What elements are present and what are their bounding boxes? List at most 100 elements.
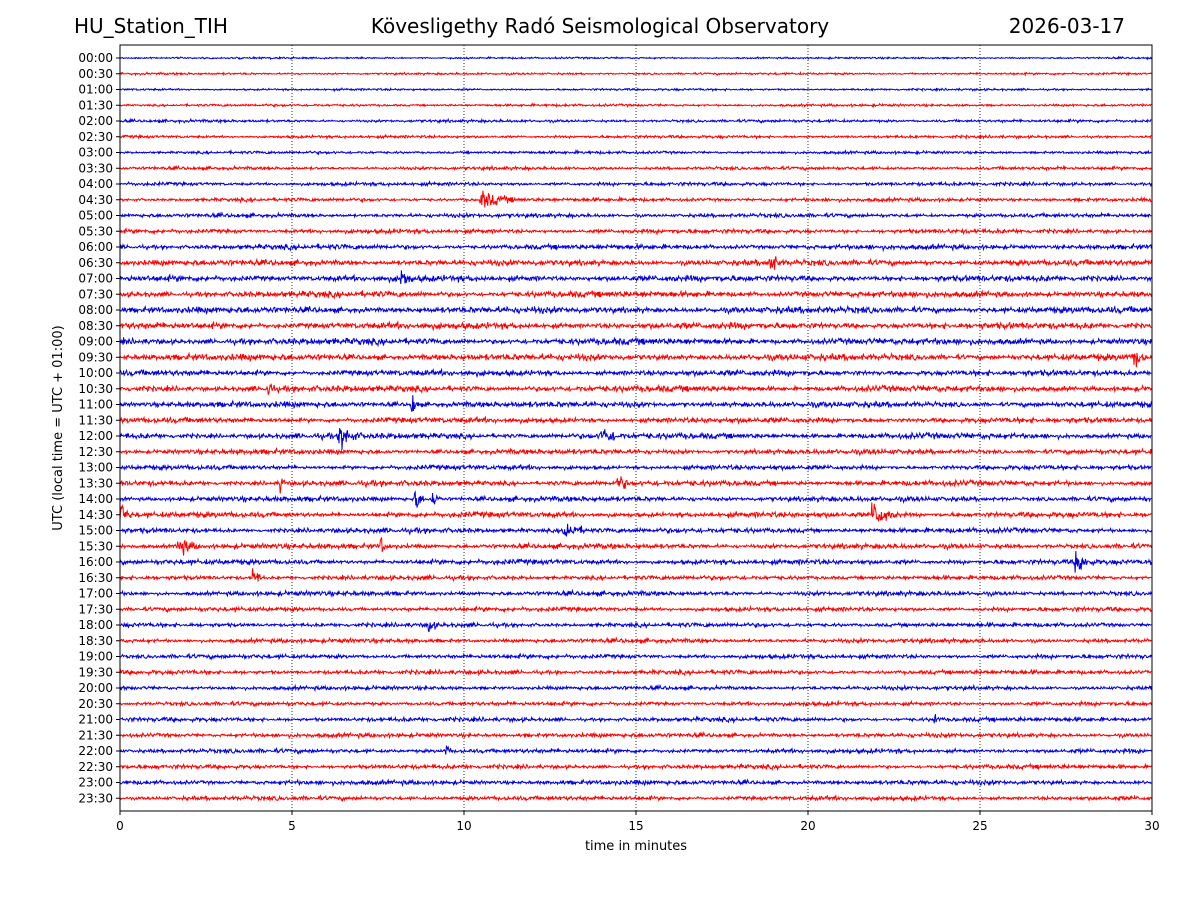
trace-01:00 bbox=[119, 86, 1152, 93]
trace-12:00 bbox=[119, 428, 1152, 450]
trace-14:00 bbox=[119, 490, 1152, 508]
x-tick-label-25: 25 bbox=[972, 819, 987, 833]
y-tick-label-02:00: 02:00 bbox=[78, 114, 113, 128]
y-tick-label-22:00: 22:00 bbox=[78, 744, 113, 758]
trace-04:00 bbox=[119, 179, 1152, 188]
trace-02:00 bbox=[119, 117, 1152, 125]
x-axis-label: time in minutes bbox=[585, 839, 687, 854]
y-tick-label-15:30: 15:30 bbox=[78, 539, 113, 553]
trace-14:30 bbox=[119, 502, 1152, 523]
y-tick-label-20:00: 20:00 bbox=[78, 681, 113, 695]
trace-21:30 bbox=[119, 730, 1152, 740]
trace-17:00 bbox=[119, 588, 1152, 598]
y-tick-label-11:00: 11:00 bbox=[78, 398, 113, 412]
y-tick-label-23:00: 23:00 bbox=[78, 776, 113, 790]
y-tick-label-09:00: 09:00 bbox=[78, 335, 113, 349]
trace-16:00 bbox=[119, 551, 1152, 573]
trace-layer bbox=[119, 55, 1152, 803]
y-tick-label-06:00: 06:00 bbox=[78, 240, 113, 254]
y-tick-label-15:00: 15:00 bbox=[78, 524, 113, 538]
y-tick-label-23:30: 23:30 bbox=[78, 791, 113, 805]
y-tick-label-04:00: 04:00 bbox=[78, 177, 113, 191]
trace-20:30 bbox=[119, 699, 1152, 709]
trace-07:00 bbox=[119, 270, 1152, 285]
y-tick-label-12:30: 12:30 bbox=[78, 445, 113, 459]
y-tick-label-02:30: 02:30 bbox=[78, 130, 113, 144]
trace-11:00 bbox=[119, 395, 1152, 412]
y-tick-label-21:00: 21:00 bbox=[78, 713, 113, 727]
trace-03:00 bbox=[119, 148, 1152, 156]
y-tick-label-10:00: 10:00 bbox=[78, 366, 113, 380]
x-ticks: 0 5 10 15 20 25 30 bbox=[116, 811, 1160, 833]
y-tick-label-11:30: 11:30 bbox=[78, 413, 113, 427]
y-axis-label: UTC (local time = UTC + 01:00) bbox=[51, 325, 66, 530]
trace-05:30 bbox=[119, 227, 1152, 236]
trace-00:00 bbox=[119, 55, 1152, 61]
trace-20:00 bbox=[119, 683, 1152, 693]
y-tick-label-04:30: 04:30 bbox=[78, 193, 113, 207]
trace-03:30 bbox=[119, 164, 1152, 172]
y-tick-label-01:30: 01:30 bbox=[78, 98, 113, 112]
y-tick-label-16:00: 16:00 bbox=[78, 555, 113, 569]
y-tick-label-05:30: 05:30 bbox=[78, 224, 113, 238]
y-tick-label-10:30: 10:30 bbox=[78, 382, 113, 396]
x-tick-label-0: 0 bbox=[116, 819, 124, 833]
y-tick-label-13:30: 13:30 bbox=[78, 476, 113, 490]
trace-07:30 bbox=[119, 289, 1152, 300]
chart-date: 2026-03-17 bbox=[1008, 14, 1125, 38]
x-tick-label-20: 20 bbox=[800, 819, 815, 833]
y-tick-label-13:00: 13:00 bbox=[78, 461, 113, 475]
grid-lines bbox=[291, 45, 981, 811]
trace-05:00 bbox=[119, 211, 1152, 220]
trace-08:30 bbox=[119, 320, 1152, 332]
y-tick-label-18:00: 18:00 bbox=[78, 618, 113, 632]
x-tick-label-15: 15 bbox=[628, 819, 643, 833]
trace-06:30 bbox=[119, 256, 1152, 270]
trace-09:00 bbox=[119, 336, 1152, 348]
x-tick-label-30: 30 bbox=[1144, 819, 1159, 833]
y-tick-label-03:00: 03:00 bbox=[78, 146, 113, 160]
y-tick-label-07:30: 07:30 bbox=[78, 287, 113, 301]
trace-19:30 bbox=[119, 668, 1152, 677]
x-tick-label-10: 10 bbox=[456, 819, 471, 833]
trace-13:30 bbox=[119, 476, 1152, 494]
y-tick-label-12:00: 12:00 bbox=[78, 429, 113, 443]
trace-00:30 bbox=[119, 70, 1152, 77]
y-tick-label-14:00: 14:00 bbox=[78, 492, 113, 506]
y-tick-label-09:30: 09:30 bbox=[78, 350, 113, 364]
y-tick-label-05:00: 05:00 bbox=[78, 209, 113, 223]
y-tick-label-08:00: 08:00 bbox=[78, 303, 113, 317]
y-tick-label-17:30: 17:30 bbox=[78, 602, 113, 616]
y-tick-label-21:30: 21:30 bbox=[78, 728, 113, 742]
trace-01:30 bbox=[119, 102, 1152, 109]
trace-15:30 bbox=[119, 537, 1152, 556]
trace-22:00 bbox=[119, 744, 1152, 756]
y-tick-label-00:30: 00:30 bbox=[78, 67, 113, 81]
trace-12:30 bbox=[119, 446, 1152, 457]
trace-17:30 bbox=[119, 604, 1152, 614]
y-tick-label-01:00: 01:00 bbox=[78, 83, 113, 97]
trace-22:30 bbox=[119, 762, 1152, 772]
trace-08:00 bbox=[119, 304, 1152, 316]
trace-06:00 bbox=[119, 242, 1152, 253]
trace-18:00 bbox=[119, 620, 1152, 633]
trace-19:00 bbox=[119, 652, 1152, 662]
y-tick-label-18:30: 18:30 bbox=[78, 634, 113, 648]
y-tick-label-19:30: 19:30 bbox=[78, 665, 113, 679]
station-name: HU_Station_TIH bbox=[74, 14, 228, 38]
trace-10:00 bbox=[119, 367, 1152, 379]
y-tick-label-19:00: 19:00 bbox=[78, 650, 113, 664]
trace-15:00 bbox=[119, 523, 1152, 537]
trace-18:30 bbox=[119, 636, 1152, 646]
y-tick-label-08:30: 08:30 bbox=[78, 319, 113, 333]
trace-11:30 bbox=[119, 415, 1152, 425]
y-tick-label-03:30: 03:30 bbox=[78, 161, 113, 175]
trace-23:00 bbox=[119, 778, 1152, 788]
trace-16:30 bbox=[119, 568, 1152, 583]
y-tick-label-16:30: 16:30 bbox=[78, 571, 113, 585]
y-tick-label-00:00: 00:00 bbox=[78, 51, 113, 65]
y-tick-label-06:30: 06:30 bbox=[78, 256, 113, 270]
trace-13:00 bbox=[119, 463, 1152, 472]
